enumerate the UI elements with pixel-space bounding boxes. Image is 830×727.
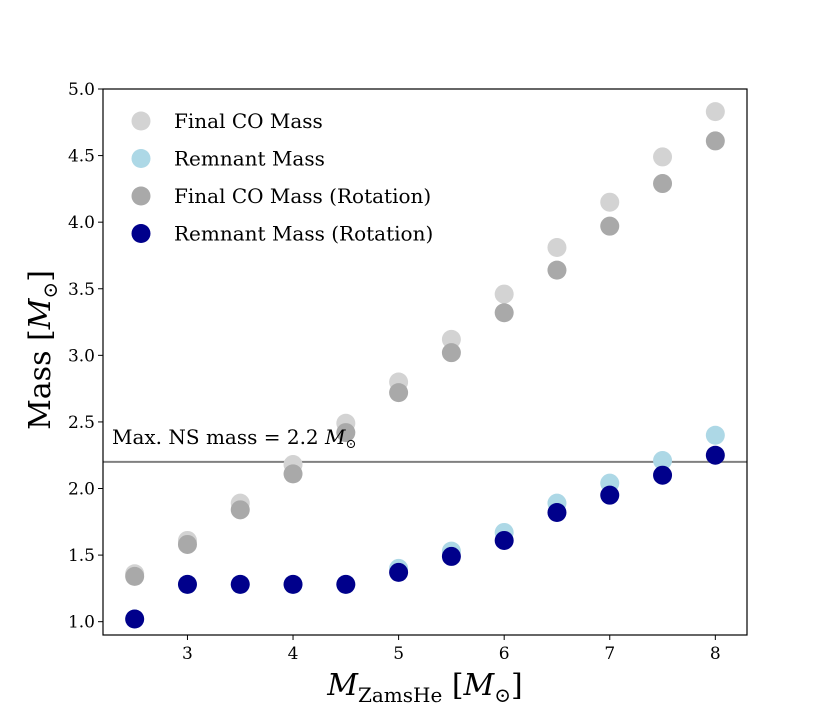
- data-point: [653, 451, 673, 471]
- x-tick-label: 8: [710, 644, 721, 664]
- data-point: [389, 562, 409, 582]
- y-axis-label-symbol: M: [23, 297, 58, 330]
- max-ns-mass-label: Max. NS mass = 2.2 M⊙: [112, 425, 356, 452]
- y-tick-label: 4.0: [68, 213, 95, 233]
- x-tick-label: 7: [604, 644, 615, 664]
- x-tick-label: 5: [393, 644, 404, 664]
- x-axis-label-symbol: M: [326, 668, 359, 703]
- x-axis-label-unit-open: [: [442, 668, 463, 703]
- x-axis-label-sub: ZamsHe: [358, 683, 442, 707]
- legend-label: Final CO Mass (Rotation): [174, 184, 431, 208]
- data-point: [283, 574, 303, 594]
- data-point: [336, 574, 356, 594]
- data-point: [230, 574, 250, 594]
- data-point: [547, 502, 567, 522]
- legend-marker: [131, 224, 151, 243]
- plot-frame: [102, 88, 748, 636]
- data-point: [705, 445, 725, 465]
- series-1: [125, 425, 725, 629]
- y-tick-label: 3.5: [68, 280, 95, 300]
- data-point: [336, 423, 356, 443]
- data-point: [494, 530, 514, 550]
- data-point: [705, 102, 725, 122]
- y-axis-label-text: Mass [: [23, 329, 58, 430]
- data-point: [547, 237, 567, 257]
- data-point: [653, 465, 673, 485]
- data-point: [177, 574, 197, 594]
- max-ns-mass-label-sub: ⊙: [346, 437, 357, 452]
- series-2: [125, 131, 725, 586]
- legend-label: Remnant Mass (Rotation): [174, 222, 433, 246]
- data-point: [653, 174, 673, 194]
- y-axis-label-close: ]: [23, 270, 58, 282]
- data-point: [230, 500, 250, 520]
- data-point: [600, 216, 620, 236]
- legend-label: Final CO Mass: [174, 109, 323, 133]
- x-axis-label-unit-close: ]: [511, 668, 523, 703]
- x-tick-label: 4: [288, 644, 299, 664]
- data-point: [705, 425, 725, 445]
- x-tick-label: 6: [499, 644, 510, 664]
- data-point: [283, 464, 303, 484]
- max-ns-mass-label-symbol: M: [324, 425, 346, 449]
- data-point: [125, 609, 145, 629]
- data-point: [441, 329, 461, 349]
- series-0: [125, 102, 725, 584]
- data-point: [494, 303, 514, 323]
- data-point: [600, 192, 620, 212]
- data-point: [653, 147, 673, 167]
- y-tick-label: 5.0: [68, 80, 95, 100]
- legend: Final CO Mass Remnant Mass Final CO Mass (…: [131, 109, 433, 246]
- points-layer: [125, 102, 725, 629]
- y-axis-label: Mass [M⊙]: [23, 270, 62, 430]
- data-point: [177, 534, 197, 554]
- y-tick-label: 1.0: [68, 613, 95, 633]
- ticks-layer: 3 4 5 6 7 8 1.0 1.5 2.0 2.5 3.0 3.5 4.0 4.5 5.0: [68, 80, 721, 664]
- data-point: [125, 566, 145, 586]
- data-point: [441, 343, 461, 363]
- max-ns-mass-label-prefix: Max. NS mass = 2.2: [112, 425, 325, 449]
- x-axis-label: MZamsHe [M⊙]: [326, 668, 523, 707]
- x-tick-label: 3: [182, 644, 193, 664]
- legend-marker: [131, 149, 151, 168]
- data-point: [547, 260, 567, 280]
- x-axis-label-unit-sub: ⊙: [494, 683, 511, 707]
- data-point: [441, 546, 461, 566]
- series-3: [125, 445, 725, 629]
- data-point: [705, 131, 725, 151]
- y-tick-label: 3.0: [68, 346, 95, 366]
- y-tick-label: 1.5: [68, 546, 95, 566]
- y-tick-label: 2.0: [68, 480, 95, 500]
- data-point: [389, 383, 409, 403]
- legend-marker: [131, 111, 151, 131]
- legend-label: Remnant Mass: [174, 147, 325, 171]
- legend-marker: [131, 186, 151, 206]
- y-tick-label: 4.5: [68, 147, 95, 167]
- y-axis-label-sub: ⊙: [38, 282, 62, 299]
- data-point: [494, 284, 514, 304]
- x-axis-label-unit-symbol: M: [463, 668, 496, 703]
- y-tick-label: 2.5: [68, 413, 95, 433]
- data-point: [600, 485, 620, 505]
